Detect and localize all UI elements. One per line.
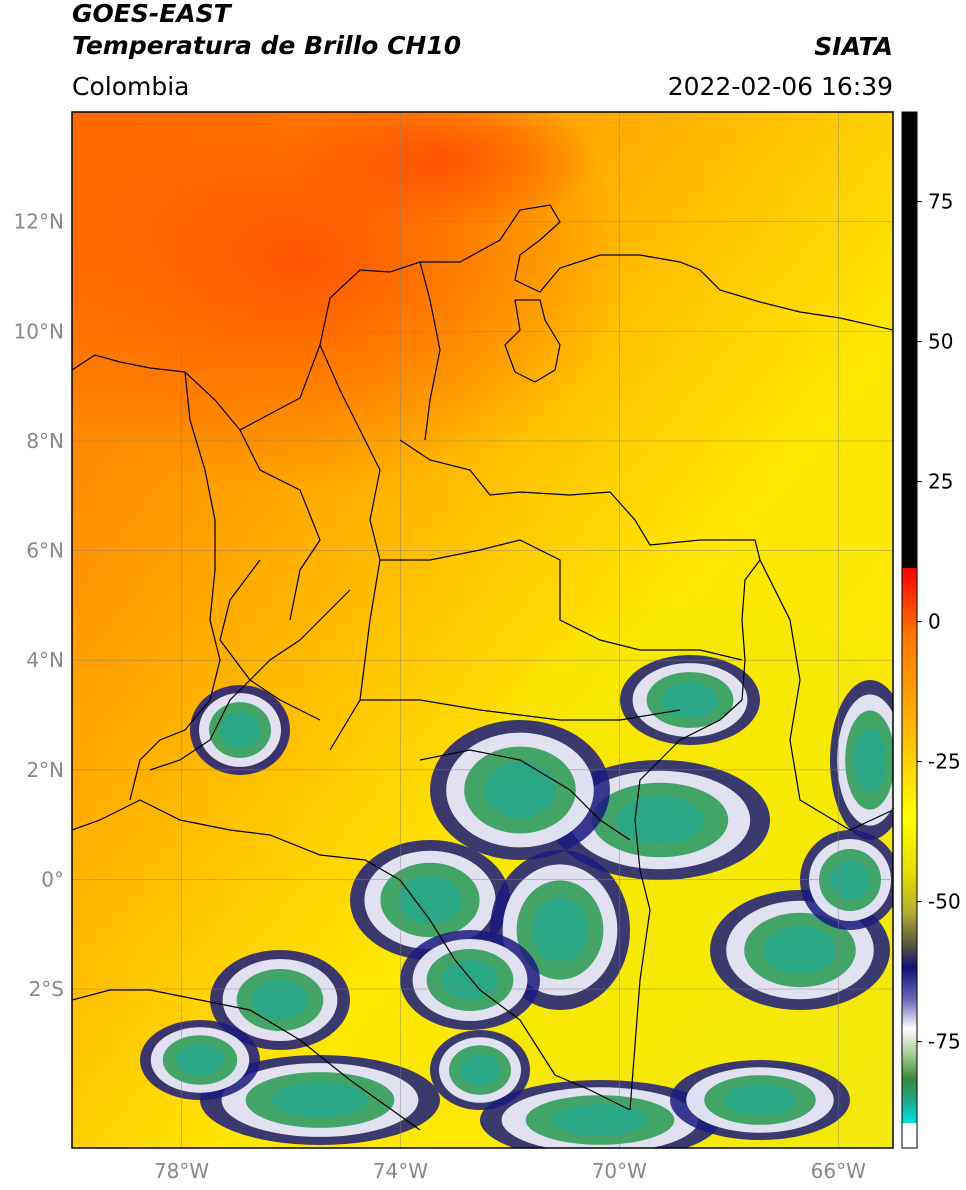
ecuador-peru-border [72,989,421,1131]
colombia-peru-border [72,799,631,1111]
cloud-region [616,796,704,844]
map-frame [71,111,894,1149]
region-label: Colombia [72,72,190,101]
colorbar-tick-label: -50 [928,890,961,914]
colorbar-tick-label: 0 [928,610,941,634]
dept-borders-7 [219,559,321,721]
cloud-region [830,860,870,900]
dept-borders-5 [360,699,681,721]
dept-borders-2 [319,344,381,751]
latitude-labels: 12°N 10°N 8°N 6°N 4°N 2°N 0° 2°S [14,210,64,1001]
datetime-label: 2022-02-06 16:39 [667,72,893,101]
cloud-region [252,980,308,1020]
map-image [72,112,893,1148]
lon-tick-label: 70°W [592,1159,647,1183]
colombia-brazil-border [629,699,743,1111]
longitude-labels: 78°W 74°W 70°W 66°W [154,1159,866,1183]
cloud-region [552,1104,648,1136]
lat-tick-label: 6°N [26,539,64,563]
cloud-region [764,926,836,974]
cloud-region [724,1084,796,1116]
lat-tick-label: 10°N [14,319,64,343]
product-title: Temperatura de Brillo CH10 [72,31,462,60]
maracaibo-lake [504,299,561,383]
colorbar-saturated-segment [902,112,917,568]
cloud-region [460,1054,500,1086]
colorbar-ticks: 75 50 25 0 -25 -50 -75 [917,190,961,1054]
lat-tick-label: 12°N [14,210,64,234]
pacific-coast [129,371,221,801]
cloud-region [442,960,498,1000]
organization-label: SIATA [814,32,893,61]
colorbar: 75 50 25 0 -25 -50 -75 [901,111,961,1149]
colorbar-frame [901,111,918,1149]
lat-tick-label: 2°S [29,977,64,1001]
lat-tick-label: 0° [41,867,64,891]
lat-tick-label: 2°N [26,758,64,782]
lon-tick-label: 74°W [373,1159,428,1183]
cloud-region [272,1082,368,1118]
colorbar-tick-label: 75 [928,190,953,214]
colombia-venezuela-border [399,439,761,701]
cloud-region [398,876,462,924]
colorbar-tick-label: -75 [928,1030,961,1054]
dept-borders-4 [380,539,743,661]
cloud-region [220,712,260,748]
lat-tick-label: 4°N [26,648,64,672]
colorbar-tick-label: -25 [928,750,961,774]
cloud-region [532,898,588,962]
colorbar-tick-label: 25 [928,470,953,494]
colorbar-tick-label: 50 [928,330,953,354]
cloud-region [662,682,718,718]
lon-tick-label: 66°W [811,1159,866,1183]
satellite-title: GOES-EAST [72,0,231,28]
colorbar-min-segment [902,1123,917,1148]
convective-clouds [140,655,893,1148]
lat-tick-label: 8°N [26,429,64,453]
colorbar-gradient [902,568,917,1123]
dept-borders-6 [419,749,631,841]
country-borders [72,204,893,1131]
dept-borders-3 [419,261,441,441]
cloud-region [854,728,886,792]
caribbean-coast [72,204,893,431]
brazil-venezuela-border [759,559,893,831]
cloud-region [484,762,556,818]
cloud-region [176,1044,224,1076]
lon-tick-label: 78°W [154,1159,209,1183]
gridlines [72,112,893,1148]
dept-borders-1 [239,429,321,621]
